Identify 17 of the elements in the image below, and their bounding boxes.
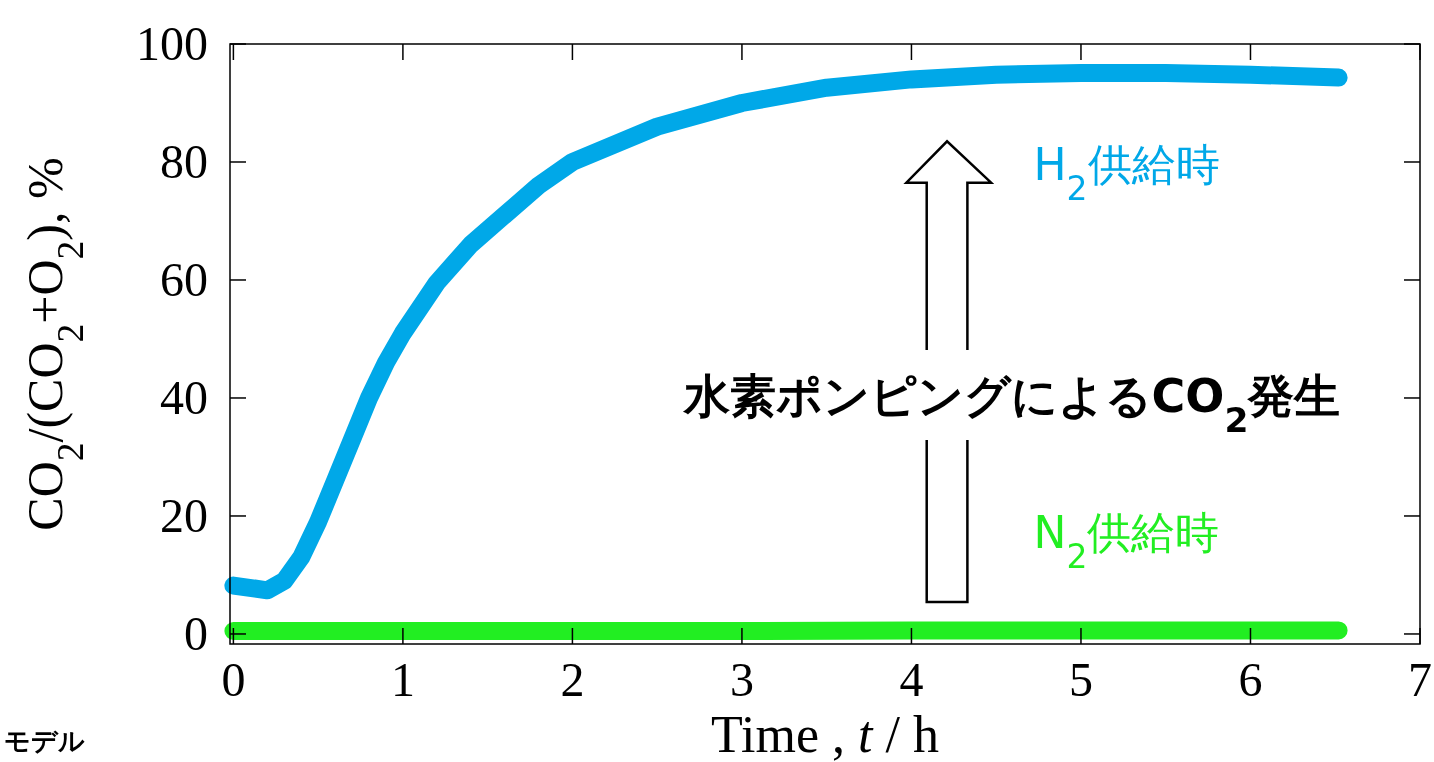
x-tick-label: 0 bbox=[221, 653, 246, 706]
x-axis-title: Time , t / h bbox=[711, 706, 939, 762]
x-tick-label: 4 bbox=[899, 653, 924, 706]
y-tick-label: 40 bbox=[160, 370, 208, 424]
x-tick-label: 7 bbox=[1408, 653, 1432, 706]
x-tick-label: 1 bbox=[390, 653, 415, 706]
annotation: 水素ポンピングによるCO$_{2}$発生 bbox=[681, 369, 1341, 440]
text: モデル bbox=[4, 726, 85, 756]
x-tick-label: 2 bbox=[560, 653, 585, 706]
y-tick-label: 20 bbox=[160, 488, 208, 542]
y-tick-label: 80 bbox=[160, 134, 208, 188]
x-tick-label: 6 bbox=[1238, 653, 1263, 706]
y-tick-label: 60 bbox=[160, 252, 208, 306]
x-tick-label: 5 bbox=[1068, 653, 1093, 706]
y-tick-label: 0 bbox=[184, 606, 208, 660]
x-tick-label: 3 bbox=[729, 653, 754, 706]
y-tick-label: 100 bbox=[136, 17, 208, 70]
